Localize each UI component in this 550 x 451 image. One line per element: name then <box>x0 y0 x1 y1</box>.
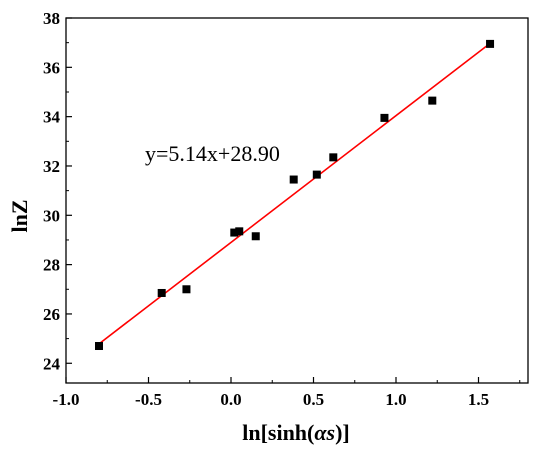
y-tick-label: 36 <box>43 58 60 77</box>
fit-equation-annotation: y=5.14x+28.90 <box>145 141 280 166</box>
x-axis-title-symbol: αs <box>314 420 335 445</box>
plot-area: -1.0 -0.5 0.0 0.5 1.0 1.5 24 26 28 30 32 34 36 38 <box>43 9 529 409</box>
plot-frame <box>65 17 529 384</box>
data-point-11 <box>486 39 495 48</box>
data-point-2 <box>182 285 191 294</box>
data-point-0 <box>95 342 103 351</box>
data-point-4 <box>235 227 244 236</box>
data-point-5 <box>251 232 260 241</box>
y-tick-label: 28 <box>43 256 60 275</box>
y-tick-label: 34 <box>43 108 61 127</box>
y-tick-label: 38 <box>43 9 60 28</box>
x-tick-label: 1.0 <box>385 390 406 409</box>
x-tick-label: -0.5 <box>135 390 162 409</box>
x-tick-label: -1.0 <box>53 390 80 409</box>
data-point-10 <box>428 96 437 105</box>
y-tick-label: 30 <box>43 206 60 225</box>
x-axis-title: ln[sinh(αs)] <box>242 420 350 445</box>
y-axis-title: lnZ <box>7 199 32 232</box>
y-tick-label: 24 <box>43 354 61 373</box>
y-tick-label: 26 <box>43 305 60 324</box>
data-point-1 <box>157 288 166 297</box>
data-point-6 <box>289 175 298 184</box>
x-tick-label: 0.5 <box>303 390 324 409</box>
data-point-3 <box>230 228 239 237</box>
data-point-9 <box>380 113 389 122</box>
x-axis-title-prefix: ln[sinh( <box>242 420 314 445</box>
x-tick-label: 1.5 <box>468 390 489 409</box>
data-point-8 <box>329 153 338 162</box>
y-tick-label: 32 <box>43 157 60 176</box>
x-axis-title-suffix: )] <box>335 420 350 445</box>
fit-line <box>98 42 491 345</box>
data-point-7 <box>312 170 321 179</box>
x-tick-label: 0.0 <box>220 390 241 409</box>
